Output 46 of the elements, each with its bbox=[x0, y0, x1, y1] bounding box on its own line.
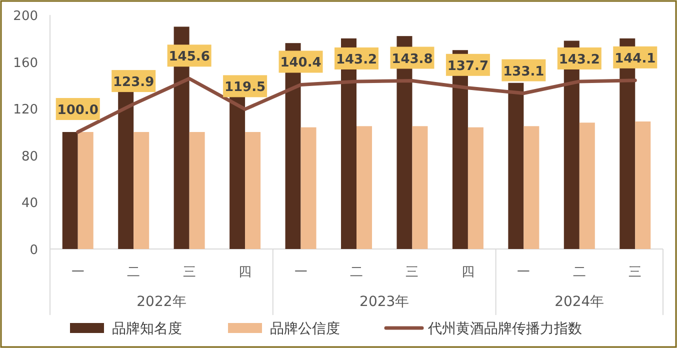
y-tick-label: 160 bbox=[13, 56, 38, 71]
data-label: 123.9 bbox=[113, 75, 154, 90]
y-tick-label: 120 bbox=[13, 102, 38, 118]
data-label: 100.0 bbox=[57, 103, 98, 118]
bar bbox=[356, 126, 372, 249]
data-label: 137.7 bbox=[447, 58, 489, 74]
bar bbox=[635, 121, 651, 249]
x-tick-label: 一 bbox=[294, 265, 308, 280]
bar bbox=[468, 127, 484, 249]
x-tick-label: 一 bbox=[517, 265, 530, 280]
data-label: 143.2 bbox=[336, 52, 378, 68]
x-tick-label: 二 bbox=[350, 265, 363, 280]
data-label: 133.1 bbox=[503, 64, 544, 80]
text: 2023年 bbox=[360, 294, 410, 310]
data-label: 144.1 bbox=[614, 51, 656, 66]
x-tick-label: 三 bbox=[628, 265, 642, 280]
legend-label: 品牌知名度 bbox=[112, 321, 182, 337]
bar bbox=[579, 122, 595, 249]
bar bbox=[245, 132, 261, 249]
x-tick-label: 二 bbox=[127, 265, 140, 280]
x-tick-label: 三 bbox=[406, 265, 419, 280]
bar bbox=[189, 132, 205, 249]
text: 2024年 bbox=[554, 294, 604, 310]
data-label: 140.4 bbox=[280, 56, 322, 71]
data-label: 143.8 bbox=[392, 52, 433, 67]
bar bbox=[62, 132, 78, 249]
bar bbox=[524, 126, 540, 249]
data-label: 143.2 bbox=[558, 52, 600, 68]
y-tick-label: 40 bbox=[21, 196, 38, 212]
x-tick-label: 二 bbox=[572, 265, 586, 280]
y-tick-label: 200 bbox=[13, 9, 38, 24]
legend-label: 品牌公信度 bbox=[270, 321, 340, 337]
x-tick-label: 三 bbox=[182, 265, 196, 280]
data-label: 145.6 bbox=[168, 50, 210, 65]
legend-label: 代州黄酒品牌传播力指数 bbox=[427, 321, 582, 337]
text: 2022年 bbox=[136, 294, 186, 310]
bar bbox=[300, 127, 316, 249]
x-tick-label: 四 bbox=[238, 265, 252, 280]
bar bbox=[134, 132, 150, 249]
bar bbox=[412, 126, 428, 249]
data-label: 119.5 bbox=[224, 80, 266, 96]
bar bbox=[78, 132, 94, 249]
y-tick-label: 0 bbox=[30, 243, 38, 258]
x-tick-label: 一 bbox=[71, 265, 84, 280]
y-tick-label: 80 bbox=[21, 149, 38, 164]
x-tick-label: 四 bbox=[461, 265, 474, 280]
